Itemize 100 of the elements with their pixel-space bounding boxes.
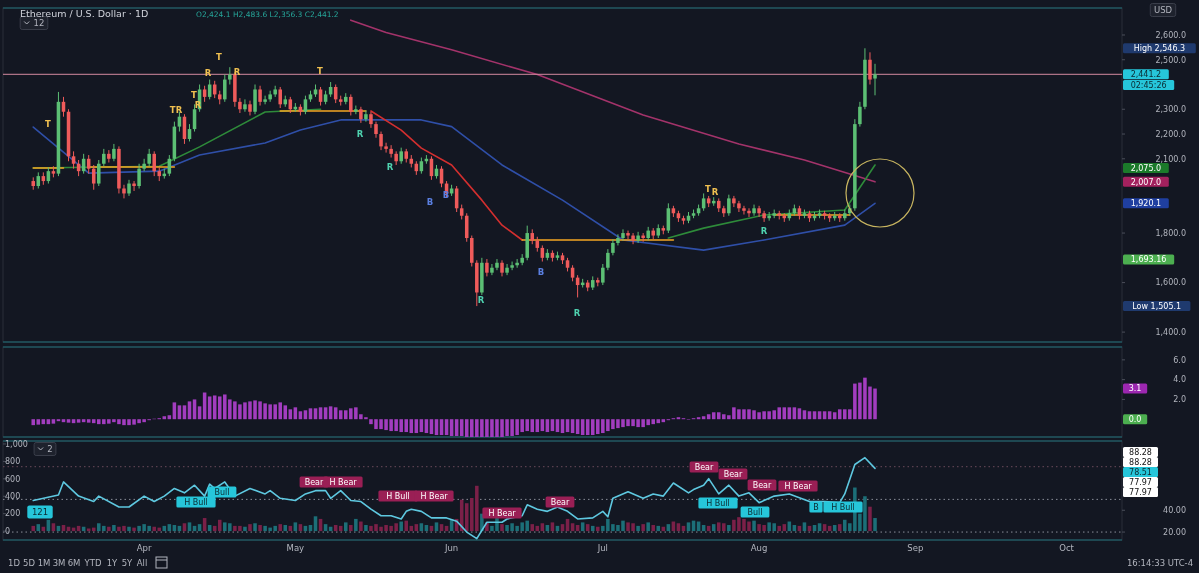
y-tick-label: 1,800.0	[1155, 228, 1186, 238]
annotation: 121	[31, 506, 49, 517]
y-tick-label: 800	[5, 457, 21, 467]
y2-tick-label: 40.00	[1163, 506, 1186, 516]
y-tick-label: 6.0	[1173, 355, 1186, 365]
bar	[777, 525, 782, 532]
candlestick	[762, 210, 766, 223]
text: USD	[1153, 4, 1173, 15]
text: 1,693.16	[1130, 255, 1167, 265]
annotation: R	[711, 186, 719, 197]
candlestick	[268, 90, 272, 103]
text: 1D	[8, 557, 21, 568]
annotation: 2	[47, 443, 53, 454]
candlestick	[752, 204, 756, 217]
bar	[112, 525, 116, 532]
candlestick	[505, 263, 509, 276]
x-tick-label: May	[286, 542, 305, 553]
ref-line-label: 2,441.2	[1130, 70, 1162, 80]
annotation: H Bull	[184, 497, 208, 507]
y-tick-label: 600	[5, 474, 21, 484]
y-tick-label: 4.0	[1173, 375, 1186, 385]
bar	[701, 416, 706, 420]
text: 16:14:33 UTC-4	[1126, 557, 1194, 568]
y-tick-label: 1,000	[5, 439, 28, 449]
bar	[641, 524, 645, 532]
bar	[404, 520, 409, 532]
annotation: R	[477, 294, 485, 305]
candlestick	[253, 84, 257, 115]
bar	[590, 525, 595, 532]
candlestick	[727, 194, 731, 217]
candlestick	[238, 97, 242, 114]
annotation: Bear	[304, 477, 325, 487]
annotation: H Bear	[329, 477, 358, 487]
annotation: T	[317, 65, 324, 76]
text: 77.97	[1129, 487, 1152, 497]
text: 6M	[67, 557, 81, 568]
text: 5D	[23, 557, 36, 568]
text: High 2,546.3	[1133, 44, 1186, 54]
text: 3.1	[1128, 384, 1142, 394]
annotation: Bear	[694, 462, 715, 472]
bar	[31, 419, 36, 426]
annotation: T	[216, 51, 223, 62]
candlestick	[97, 159, 101, 187]
text: 2,075.0	[1130, 163, 1162, 173]
candlestick	[732, 195, 736, 208]
bar	[343, 522, 348, 532]
candlestick	[142, 158, 146, 172]
text: 77.97	[1129, 477, 1152, 487]
text: 5Y	[121, 557, 134, 568]
y-tick-label: 2.0	[1173, 395, 1186, 405]
annotation: Bull	[214, 487, 230, 497]
bar	[86, 419, 91, 423]
y-tick-label: 2,200.0	[1155, 129, 1186, 139]
bar	[132, 527, 136, 532]
annotation: TR	[169, 104, 183, 115]
candlestick	[495, 258, 499, 271]
y-tick-label: 0	[5, 526, 11, 536]
line-series	[32, 456, 876, 540]
bar	[500, 524, 504, 532]
annotation: T	[191, 89, 198, 100]
candlestick	[384, 142, 388, 154]
candlestick	[873, 63, 877, 96]
bar	[81, 419, 86, 423]
text: 2,007.0	[1130, 177, 1162, 187]
annotation: H Bear	[488, 508, 517, 518]
annotation: B	[537, 266, 545, 277]
text: 78.51	[1129, 467, 1152, 477]
candlestick	[510, 261, 514, 271]
bar	[278, 524, 282, 532]
bar	[127, 526, 131, 532]
candlestick	[379, 131, 383, 151]
bar	[354, 518, 358, 532]
bar	[868, 506, 872, 532]
candlestick	[263, 95, 267, 105]
annotation: T	[45, 118, 52, 129]
candlestick	[601, 263, 605, 286]
bar	[162, 416, 167, 420]
y-tick-label: 2,600.0	[1155, 30, 1186, 40]
bar	[217, 519, 222, 532]
x-tick-label: Jul	[596, 542, 608, 553]
bar	[364, 525, 368, 532]
candlestick	[243, 98, 247, 113]
annotation: R	[760, 225, 768, 236]
annotation: 12	[33, 17, 45, 28]
candlestick	[490, 263, 494, 276]
bar	[61, 419, 66, 423]
bar	[86, 528, 91, 532]
text: Low 1,505.1	[1132, 301, 1182, 311]
text: 1M	[37, 557, 51, 568]
y-tick-label: 1,600.0	[1155, 278, 1186, 288]
text: 1,920.1	[1130, 199, 1162, 209]
annotation: Bear	[752, 480, 773, 490]
candlestick	[868, 51, 872, 86]
annotation: Bull	[747, 507, 763, 517]
x-tick-label: Sep	[907, 542, 924, 553]
bar	[248, 524, 252, 532]
text: 88.28	[1129, 457, 1152, 467]
annotation: H Bear	[784, 481, 813, 491]
annotation: H Bull	[706, 498, 730, 508]
bar	[66, 419, 71, 423]
